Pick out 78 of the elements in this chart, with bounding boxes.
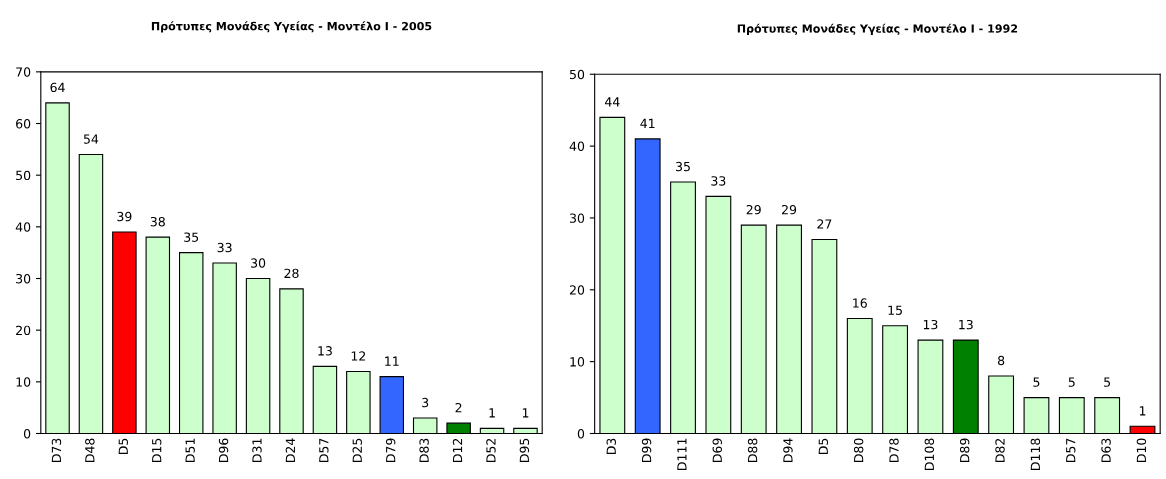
x-tick-label: D79 — [385, 438, 396, 462]
data-label: 33 — [217, 242, 232, 253]
y-tick-label: 10 — [570, 357, 585, 367]
x-tick-label: D95 — [519, 438, 530, 462]
x-tick-label: D10 — [1136, 438, 1147, 462]
x-tick-label: D111 — [677, 438, 687, 470]
data-label: 64 — [50, 82, 65, 93]
y-tick-label: 50 — [570, 69, 585, 80]
y-tick-label: 30 — [16, 273, 31, 284]
data-label: 38 — [150, 216, 165, 227]
data-label: 54 — [83, 134, 99, 144]
x-tick-label: D5 — [818, 438, 829, 455]
data-label: 5 — [1068, 377, 1075, 387]
data-label: 1 — [522, 408, 529, 418]
data-label: 13 — [959, 319, 973, 330]
data-label: 33 — [711, 176, 726, 186]
y-tick-label: 0 — [577, 428, 585, 439]
data-label: 13 — [318, 346, 332, 356]
data-label: 15 — [888, 305, 902, 315]
y-tick-label: 50 — [16, 170, 31, 181]
x-tick-label: D78 — [889, 438, 899, 462]
x-tick-label: D24 — [285, 438, 295, 462]
data-label: 35 — [184, 232, 199, 242]
x-tick-label: D51 — [185, 438, 195, 462]
chart-title: Πρότυπες Μονάδες Υγείας - Μοντέλο Ι - 2005 — [151, 21, 432, 33]
data-label: 28 — [284, 268, 299, 279]
x-tick-label: D94 — [783, 438, 793, 462]
x-tick-label: D15 — [152, 438, 162, 462]
x-tick-label: D82 — [995, 438, 1005, 462]
x-tick-label: D88 — [747, 438, 758, 462]
data-label: 3 — [422, 397, 429, 408]
data-label: 5 — [1104, 377, 1111, 387]
x-tick-label: D118 — [1030, 438, 1041, 470]
data-label: 41 — [640, 118, 655, 128]
data-label: 29 — [746, 204, 761, 215]
x-tick-label: D25 — [352, 438, 362, 462]
data-label: 29 — [782, 204, 797, 215]
data-label: 1 — [489, 408, 495, 418]
data-label: 27 — [817, 219, 832, 229]
data-label: 2 — [455, 402, 462, 413]
y-tick-label: 30 — [569, 213, 585, 223]
x-tick-label: D31 — [252, 438, 262, 462]
chart-title: Πρότυπες Μονάδες Υγείας - Μοντέλο Ι - 1992 — [737, 23, 1018, 35]
x-tick-label: D48 — [85, 438, 95, 462]
data-label: 1 — [1139, 406, 1146, 416]
data-label: 30 — [251, 258, 266, 268]
x-tick-label: D63 — [1101, 438, 1111, 462]
data-label: 44 — [604, 97, 620, 107]
data-label: 11 — [385, 356, 399, 366]
y-tick-label: 10 — [16, 377, 31, 387]
x-tick-label: D89 — [959, 438, 970, 462]
data-label: 12 — [351, 351, 366, 361]
data-label: 13 — [923, 319, 938, 330]
x-tick-label: D5 — [118, 438, 128, 455]
data-label: 39 — [117, 211, 132, 222]
x-tick-label: D108 — [924, 438, 935, 470]
y-tick-label: 40 — [569, 141, 585, 152]
y-tick-label: 0 — [23, 428, 31, 439]
x-tick-label: D57 — [319, 438, 329, 462]
y-tick-label: 40 — [15, 222, 31, 232]
data-label: 16 — [853, 298, 867, 308]
x-tick-label: D52 — [486, 438, 496, 462]
y-tick-label: 60 — [16, 118, 31, 129]
x-tick-label: D3 — [606, 438, 616, 455]
data-label: 5 — [1033, 377, 1040, 387]
data-label: 8 — [997, 355, 1005, 366]
x-tick-label: D99 — [641, 438, 652, 462]
y-tick-label: 70 — [16, 67, 31, 77]
x-tick-label: D57 — [1066, 438, 1076, 462]
y-tick-label: 20 — [16, 325, 31, 336]
x-tick-label: D12 — [452, 438, 463, 462]
x-tick-label: D96 — [218, 438, 229, 462]
x-tick-label: D83 — [419, 438, 429, 462]
y-tick-label: 20 — [569, 285, 585, 295]
x-tick-label: D73 — [51, 438, 62, 462]
data-label: 35 — [676, 161, 690, 172]
x-tick-label: D80 — [853, 438, 864, 462]
x-tick-label: D69 — [712, 438, 722, 462]
